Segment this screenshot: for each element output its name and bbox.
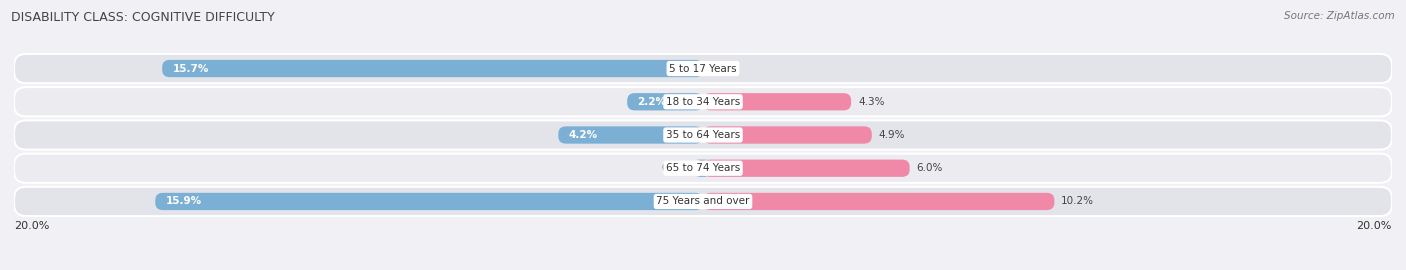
Text: 0.0%: 0.0% [710,63,737,73]
Text: 4.9%: 4.9% [879,130,905,140]
Text: DISABILITY CLASS: COGNITIVE DIFFICULTY: DISABILITY CLASS: COGNITIVE DIFFICULTY [11,11,276,24]
FancyBboxPatch shape [627,93,703,110]
Text: Source: ZipAtlas.com: Source: ZipAtlas.com [1284,11,1395,21]
Text: 18 to 34 Years: 18 to 34 Years [666,97,740,107]
FancyBboxPatch shape [703,126,872,144]
FancyBboxPatch shape [703,93,851,110]
FancyBboxPatch shape [703,193,1054,210]
FancyBboxPatch shape [14,187,1392,216]
Text: 15.9%: 15.9% [166,197,201,207]
Text: 75 Years and over: 75 Years and over [657,197,749,207]
Text: 20.0%: 20.0% [14,221,49,231]
Text: 4.3%: 4.3% [858,97,884,107]
FancyBboxPatch shape [162,60,703,77]
FancyBboxPatch shape [14,54,1392,83]
FancyBboxPatch shape [703,160,910,177]
Text: 10.2%: 10.2% [1062,197,1094,207]
FancyBboxPatch shape [558,126,703,144]
Text: 20.0%: 20.0% [1357,221,1392,231]
FancyBboxPatch shape [14,87,1392,116]
Text: 2.2%: 2.2% [637,97,666,107]
FancyBboxPatch shape [155,193,703,210]
Text: 35 to 64 Years: 35 to 64 Years [666,130,740,140]
Text: 6.0%: 6.0% [917,163,943,173]
FancyBboxPatch shape [696,160,709,177]
Text: 0.04%: 0.04% [662,163,695,173]
Text: 65 to 74 Years: 65 to 74 Years [666,163,740,173]
FancyBboxPatch shape [14,154,1392,183]
Text: 5 to 17 Years: 5 to 17 Years [669,63,737,73]
Text: 4.2%: 4.2% [568,130,598,140]
FancyBboxPatch shape [14,120,1392,150]
Text: 15.7%: 15.7% [173,63,209,73]
